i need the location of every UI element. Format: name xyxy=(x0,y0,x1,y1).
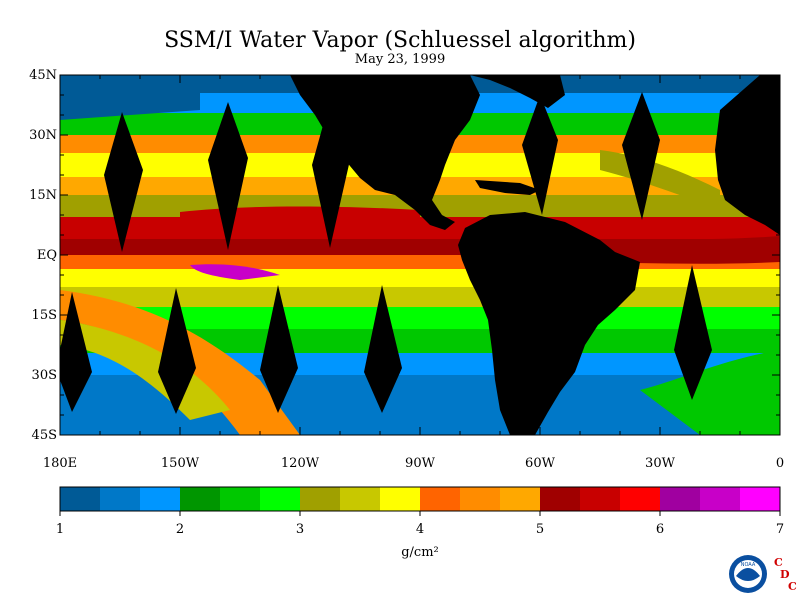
swath-gap-5 xyxy=(622,92,660,220)
colorbar-swatch xyxy=(620,487,661,511)
south-america-landmass xyxy=(458,212,640,435)
noaa-bird-icon xyxy=(736,568,760,581)
colorbar-tick-label: 7 xyxy=(776,522,784,537)
lat-label: 15N xyxy=(29,188,57,203)
colorbar-swatch xyxy=(380,487,421,511)
colorbar-swatch xyxy=(260,487,301,511)
colorbar-swatch xyxy=(60,487,101,511)
colorbar-swatch xyxy=(220,487,261,511)
colorbar-swatch xyxy=(740,487,781,511)
colorbar-swatch xyxy=(340,487,381,511)
lon-label: 60W xyxy=(525,456,556,471)
lon-label: 120W xyxy=(281,456,320,471)
lon-label: 0 xyxy=(776,456,784,471)
colorbar-swatch xyxy=(140,487,181,511)
cdc-letter-2: D xyxy=(780,568,790,581)
colorbar-swatch xyxy=(580,487,621,511)
pacific-northwest-dry xyxy=(60,80,200,120)
map-axes: 45N 30N 15N EQ 15S 30S 45S 180E 150W 120W 90W 60W 30… xyxy=(29,68,784,471)
colorbar-swatch xyxy=(420,487,461,511)
lat-label: 30N xyxy=(29,128,57,143)
swath-gap-7 xyxy=(158,288,196,414)
water-vapor-field xyxy=(60,75,780,435)
swath-gap-3 xyxy=(312,100,350,248)
colorbar-tick-label: 6 xyxy=(656,522,664,537)
lat-label: EQ xyxy=(37,248,57,263)
colorbar-swatch xyxy=(700,487,741,511)
cdc-letter-3: C xyxy=(788,580,797,593)
band-south-olive xyxy=(60,287,780,307)
band-south-yellow xyxy=(60,269,780,287)
lon-label: 90W xyxy=(405,456,436,471)
noaa-logo-text: NOAA xyxy=(741,562,756,568)
itcz-pacific xyxy=(180,206,420,232)
lon-label: 150W xyxy=(161,456,200,471)
lat-label: 45N xyxy=(29,68,57,83)
lat-label: 15S xyxy=(32,308,57,323)
noaa-cdc-logo: NOAA C D C xyxy=(729,555,797,593)
swath-gap-2 xyxy=(208,102,248,250)
colorbar-swatch xyxy=(100,487,141,511)
colorbar-tick-label: 4 xyxy=(416,522,424,537)
lon-label: 180E xyxy=(43,456,77,471)
north-america-landmass xyxy=(290,75,480,230)
colorbar-swatch xyxy=(180,487,221,511)
swath-gap-4 xyxy=(522,95,558,215)
atlantic-south-green xyxy=(640,350,780,435)
swath-gap-8 xyxy=(260,285,298,413)
caribbean-islands xyxy=(475,180,540,195)
swath-gap-6 xyxy=(60,292,92,412)
lat-label: 30S xyxy=(32,368,57,383)
moist-spot-1 xyxy=(190,264,280,280)
map-title: SSM/I Water Vapor (Schluessel algorithm) xyxy=(164,28,636,53)
lon-label: 30W xyxy=(645,456,676,471)
colorbar-tick-label: 1 xyxy=(56,522,64,537)
colorbar-unit-label: g/cm² xyxy=(401,545,439,560)
africa-landmass xyxy=(715,75,780,235)
cdc-letter-1: C xyxy=(774,556,783,569)
plume-south-pacific-2 xyxy=(60,320,230,420)
map-date: May 23, 1999 xyxy=(354,52,446,67)
lat-label: 45S xyxy=(32,428,57,443)
swath-gap-9 xyxy=(364,285,402,413)
swath-gap-10 xyxy=(674,265,712,400)
colorbar-swatch xyxy=(540,487,581,511)
colorbar-swatch xyxy=(460,487,501,511)
colorbar-tick-label: 2 xyxy=(176,522,184,537)
colorbar: 1 2 3 4 5 6 7 xyxy=(56,486,784,537)
colorbar-tick-label: 3 xyxy=(296,522,304,537)
colorbar-swatch xyxy=(500,487,541,511)
colorbar-swatch xyxy=(660,487,701,511)
swath-gap-1 xyxy=(104,112,143,252)
colorbar-tick-label: 5 xyxy=(536,522,544,537)
colorbar-swatch xyxy=(300,487,341,511)
